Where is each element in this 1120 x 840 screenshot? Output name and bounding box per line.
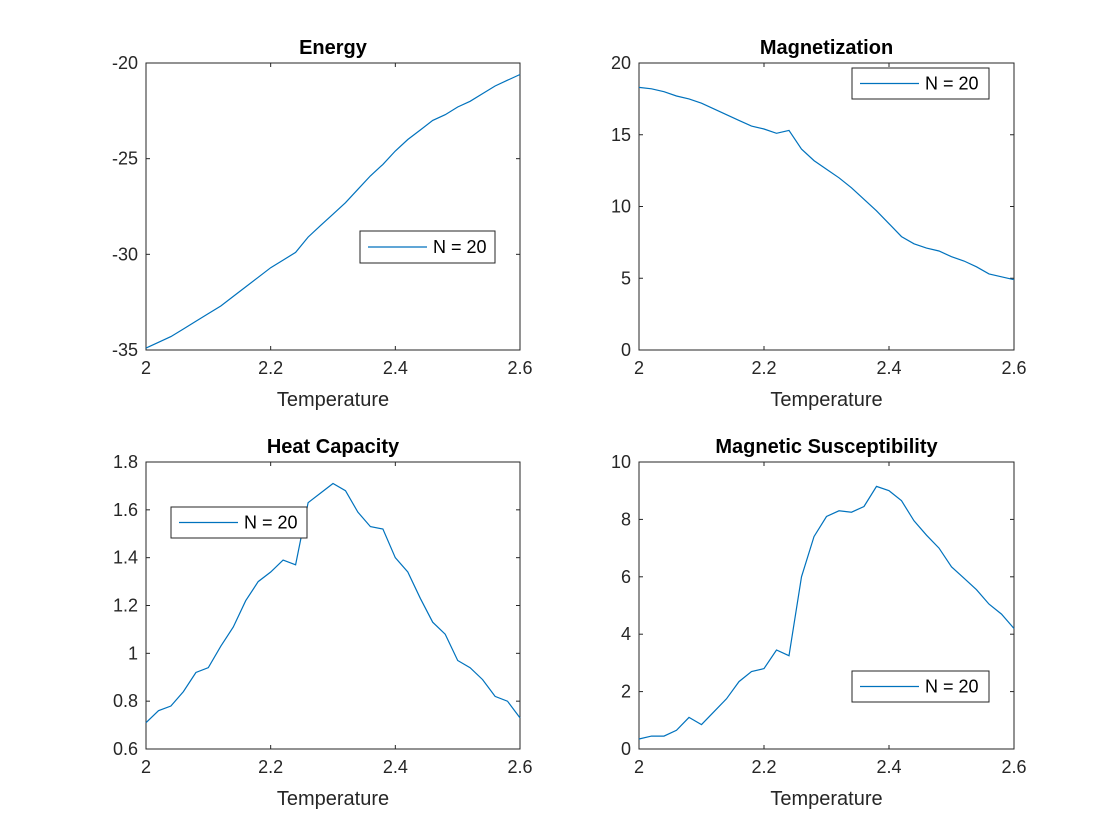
energy-plot-frame [145, 62, 521, 351]
energy-x-axis-label: Temperature [277, 389, 389, 411]
magnetic-susceptibility-y-tick-label: 10 [611, 452, 631, 472]
magnetization-x-tick-label: 2.4 [876, 358, 901, 378]
magnetic-susceptibility-y-tick-label: 0 [621, 739, 631, 759]
magnetic-susceptibility-legend: N = 20 [851, 670, 990, 703]
magnetic-susceptibility-x-axis-label: Temperature [770, 788, 882, 810]
heat-capacity-axes: 2 2.2 2.4 2.6 0.6 0.8 1 1.2 1.4 1.6 1.8 Heat Capaci… [113, 436, 533, 810]
heat-capacity-y-tick-label: 1.8 [113, 452, 138, 472]
heat-capacity-x-tick-label: 2.4 [383, 757, 408, 777]
energy-series-line [145, 73, 521, 349]
heat-capacity-x-tick-label: 2.6 [507, 757, 532, 777]
energy-x-tick-label: 2.4 [383, 358, 408, 378]
heat-capacity-y-tick-label: 1 [128, 643, 138, 663]
magnetization-y-tick-label: 0 [621, 340, 631, 360]
energy-axes: 2 2.2 2.4 2.6 -35 -30 -25 -20 Energy Temperature N… [112, 37, 533, 411]
magnetization-y-tick-label: 20 [611, 53, 631, 73]
magnetization-legend-label: N = 20 [925, 74, 979, 94]
heat-capacity-x-axis-label: Temperature [277, 788, 389, 810]
energy-y-tick-label: -30 [112, 244, 138, 264]
magnetic-susceptibility-y-tick-label: 8 [621, 509, 631, 529]
magnetic-susceptibility-title: Magnetic Susceptibility [715, 436, 938, 458]
magnetic-susceptibility-y-tick-label: 6 [621, 567, 631, 587]
heat-capacity-title: Heat Capacity [267, 436, 400, 458]
energy-x-tick-label: 2.6 [507, 358, 532, 378]
magnetic-susceptibility-x-tick-label: 2 [634, 757, 644, 777]
magnetic-susceptibility-y-tick-label: 4 [621, 624, 631, 644]
heat-capacity-series-line [145, 482, 521, 724]
heat-capacity-legend: N = 20 [170, 506, 308, 539]
magnetization-axes: 2 2.2 2.4 2.6 0 5 10 15 20 Magnetization Temperatu… [611, 37, 1027, 411]
heat-capacity-y-tick-label: 0.6 [113, 739, 138, 759]
energy-title: Energy [299, 37, 368, 59]
heat-capacity-x-tick-label: 2 [141, 757, 151, 777]
energy-legend-label: N = 20 [433, 237, 487, 257]
magnetic-susceptibility-x-tick-label: 2.4 [876, 757, 901, 777]
magnetization-legend: N = 20 [851, 67, 990, 100]
magnetic-susceptibility-x-tick-label: 2.6 [1001, 757, 1026, 777]
energy-y-tick-label: -35 [112, 340, 138, 360]
magnetization-x-tick-label: 2.2 [751, 358, 776, 378]
magnetic-susceptibility-x-tick-label: 2.2 [751, 757, 776, 777]
energy-x-tick-label: 2.2 [258, 358, 283, 378]
energy-y-tick-label: -20 [112, 53, 138, 73]
magnetization-plot-frame [638, 62, 1015, 351]
heat-capacity-y-tick-label: 0.8 [113, 691, 138, 711]
energy-y-tick-label: -25 [112, 149, 138, 169]
magnetization-series-line [638, 86, 1015, 281]
heat-capacity-legend-label: N = 20 [244, 513, 298, 533]
magnetization-x-axis-label: Temperature [770, 389, 882, 411]
heat-capacity-y-tick-label: 1.2 [113, 596, 138, 616]
magnetization-y-tick-label: 10 [611, 197, 631, 217]
energy-legend: N = 20 [359, 230, 496, 264]
magnetization-x-tick-label: 2 [634, 358, 644, 378]
magnetic-susceptibility-y-tick-label: 2 [621, 682, 631, 702]
magnetization-x-tick-label: 2.6 [1001, 358, 1026, 378]
energy-x-tick-label: 2 [141, 358, 151, 378]
magnetic-susceptibility-series-line [638, 485, 1015, 740]
magnetization-title: Magnetization [760, 37, 893, 59]
heat-capacity-y-tick-label: 1.6 [113, 500, 138, 520]
magnetic-susceptibility-legend-label: N = 20 [925, 677, 979, 697]
heat-capacity-plot-frame [145, 461, 521, 750]
heat-capacity-y-tick-label: 1.4 [113, 548, 138, 568]
magnetic-susceptibility-plot-frame [638, 461, 1015, 750]
magnetization-y-tick-label: 5 [621, 268, 631, 288]
heat-capacity-x-tick-label: 2.2 [258, 757, 283, 777]
magnetization-y-tick-label: 15 [611, 125, 631, 145]
